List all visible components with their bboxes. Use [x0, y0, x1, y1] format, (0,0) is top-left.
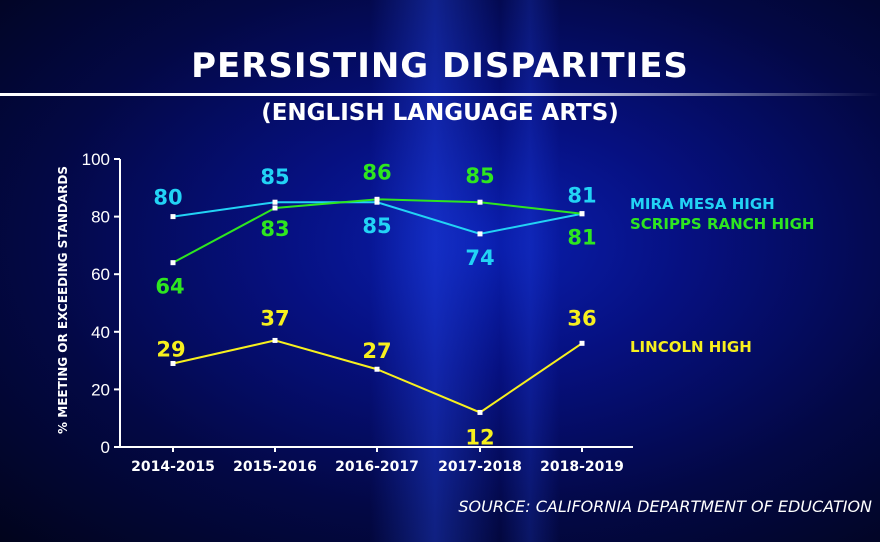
data-point: [272, 205, 278, 211]
data-point: [170, 214, 176, 220]
data-label: 64: [155, 275, 184, 299]
data-label: 85: [260, 165, 289, 189]
title-divider: [0, 93, 880, 96]
y-axis-label: % MEETING OR EXCEEDING STANDARDS: [56, 166, 70, 434]
data-label: 85: [362, 214, 391, 238]
data-label: 12: [465, 425, 494, 449]
data-label: 37: [260, 306, 289, 330]
chart-title: PERSISTING DISPARITIES: [191, 46, 689, 86]
source-note: SOURCE: CALIFORNIA DEPARTMENT OF EDUCATI…: [458, 497, 872, 516]
data-point: [374, 366, 380, 372]
x-tick-label: 2014-2015: [131, 459, 215, 475]
legend-entry: MIRA MESA HIGH: [630, 195, 775, 213]
data-point: [579, 211, 585, 217]
data-label: 80: [153, 186, 182, 210]
data-point: [272, 337, 278, 343]
data-point: [374, 196, 380, 202]
y-tick-label: 20: [91, 380, 110, 399]
data-point: [374, 199, 380, 205]
legend-entry: LINCOLN HIGH: [630, 338, 752, 356]
data-point: [170, 260, 176, 266]
y-tick-label: 60: [91, 265, 110, 284]
data-label: 74: [465, 246, 494, 270]
y-tick-label: 80: [91, 208, 110, 227]
y-tick-label: 100: [82, 150, 110, 169]
chart-subtitle: (ENGLISH LANGUAGE ARTS): [261, 100, 619, 126]
data-point: [579, 340, 585, 346]
data-point: [477, 199, 483, 205]
data-label: 81: [567, 184, 596, 208]
x-tick-label: 2018-2019: [540, 459, 624, 475]
y-tick-label: 40: [91, 323, 110, 342]
data-point: [477, 231, 483, 237]
data-label: 86: [362, 160, 391, 184]
data-point: [272, 199, 278, 205]
data-label: 36: [567, 306, 596, 330]
data-label: 83: [260, 217, 289, 241]
data-label: 81: [567, 226, 596, 250]
data-point: [477, 409, 483, 415]
data-label: 85: [465, 164, 494, 188]
y-tick-label: 0: [101, 438, 110, 457]
data-label: 29: [156, 337, 185, 361]
x-tick-label: 2016-2017: [335, 459, 419, 475]
legend-entry: SCRIPPS RANCH HIGH: [630, 215, 814, 233]
x-tick-label: 2015-2016: [233, 459, 317, 475]
data-point: [170, 360, 176, 366]
data-label: 27: [362, 339, 391, 363]
x-tick-label: 2017-2018: [438, 459, 522, 475]
